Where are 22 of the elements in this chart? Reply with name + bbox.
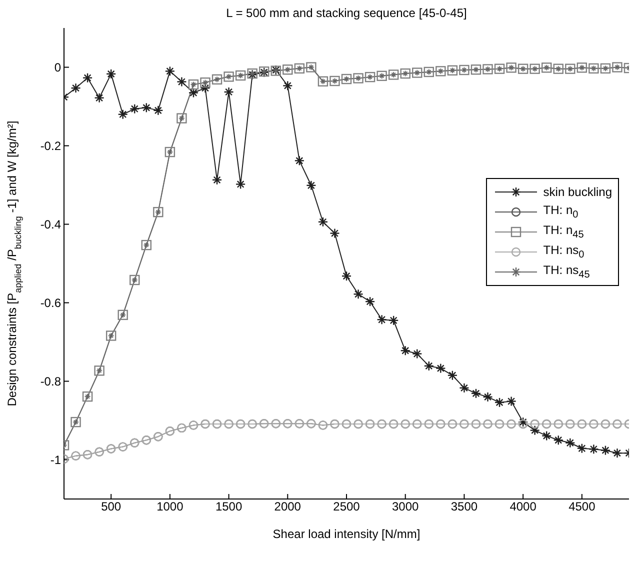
x-tick-label: 3500 (450, 500, 478, 514)
x-tick-label: 2000 (274, 500, 302, 514)
y-tick-label: -0.2 (40, 139, 62, 154)
legend-label: skin buckling (543, 185, 612, 199)
x-tick-label: 1500 (215, 500, 242, 514)
legend-label: TH: ns$_{45}$ (543, 263, 590, 281)
legend-label: TH: n$_{45}$ (543, 223, 584, 241)
y-tick-label: -1 (50, 453, 62, 468)
x-tick-label: 4000 (510, 500, 537, 514)
x-tick-label: 2500 (333, 500, 360, 514)
x-tick-label: 1000 (156, 500, 184, 514)
x-axis-title: Shear load intensity [N/mm] (272, 527, 420, 541)
x-tick-label: 4500 (568, 500, 596, 514)
y-tick-label: 0 (54, 60, 62, 75)
x-tick-label: 500 (101, 500, 122, 514)
legend-label: TH: n$_{0}$ (543, 203, 578, 221)
y-tick-label: -0.8 (40, 374, 62, 389)
y-tick-label: -0.6 (40, 296, 62, 310)
chart-title: L = 500 mm and stacking sequence [45-0-45] (225, 6, 468, 20)
x-tick-label: 3000 (392, 500, 420, 514)
y-tick-label: -0.4 (40, 218, 62, 232)
legend-label: TH: ns$_{0}$ (543, 243, 584, 261)
